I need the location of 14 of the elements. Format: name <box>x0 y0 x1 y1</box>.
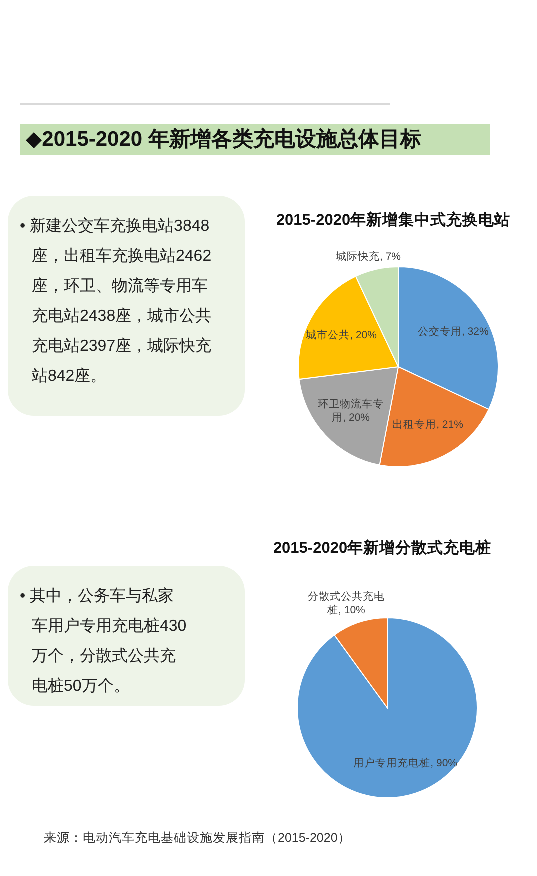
pie-slice <box>297 618 478 798</box>
chart-title: 2015-2020年新增集中式充换电站 <box>275 210 512 231</box>
chart-title: 2015-2020年新增分散式充电桩 <box>272 538 493 559</box>
slice-label: 城际快充, 7% <box>334 250 401 263</box>
slice-label: 公交专用, 32% <box>418 325 489 338</box>
slice-label: 出租专用, 21% <box>392 418 464 431</box>
source-note: 来源：电动汽车充电基础设施发展指南（2015-2020） <box>44 830 352 847</box>
text: • 其中，公务车与私家车用户专用充电桩430万个，分散式公共充电桩50万个。 <box>20 586 188 697</box>
slice-label: 用户专用充电桩, 90% <box>354 756 458 770</box>
slice-label: 城市公共, 20% <box>305 328 377 342</box>
text: ◆2015-2020 年新增各类充电设施总体目标 <box>20 124 490 155</box>
slice-label: 环卫物流车专用, 20% <box>318 398 384 424</box>
slice-label: 分散式公共充电桩, 10% <box>308 590 385 617</box>
text: • 新建公交车充换电站3848座，出租车充换电站2462座，环卫、物流等专用车充电站2438座，城市公共充电站2397座，城际快充站842座。 <box>20 216 212 387</box>
